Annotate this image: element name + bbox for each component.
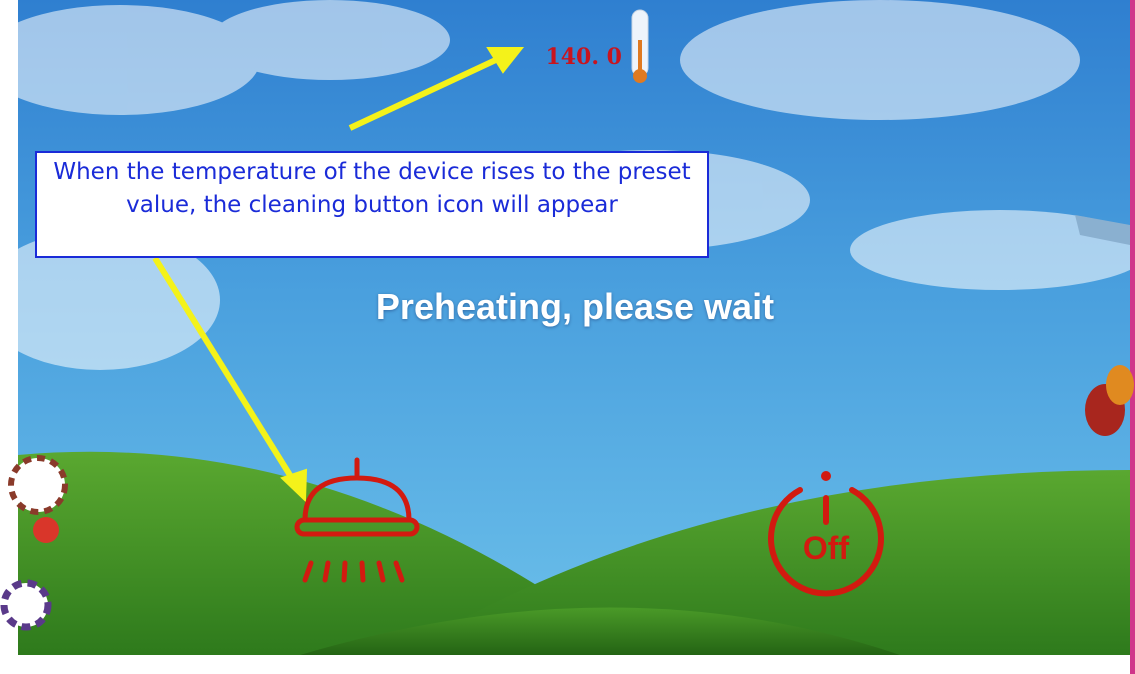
balloons	[1075, 215, 1134, 436]
pink-edge	[1130, 0, 1135, 674]
hill-center	[300, 607, 900, 655]
power-label[interactable]: Off	[802, 530, 850, 566]
hill-left	[18, 451, 560, 655]
annotation: When the temperature of the device rises…	[35, 151, 709, 258]
shower-icon[interactable]	[294, 457, 420, 583]
arrows	[152, 47, 525, 503]
power-icon[interactable]	[768, 471, 884, 597]
temperature: 140. 0	[545, 44, 622, 70]
status-text: Preheating, please wait	[375, 286, 775, 327]
candies	[0, 455, 68, 631]
thermometer	[631, 9, 649, 83]
